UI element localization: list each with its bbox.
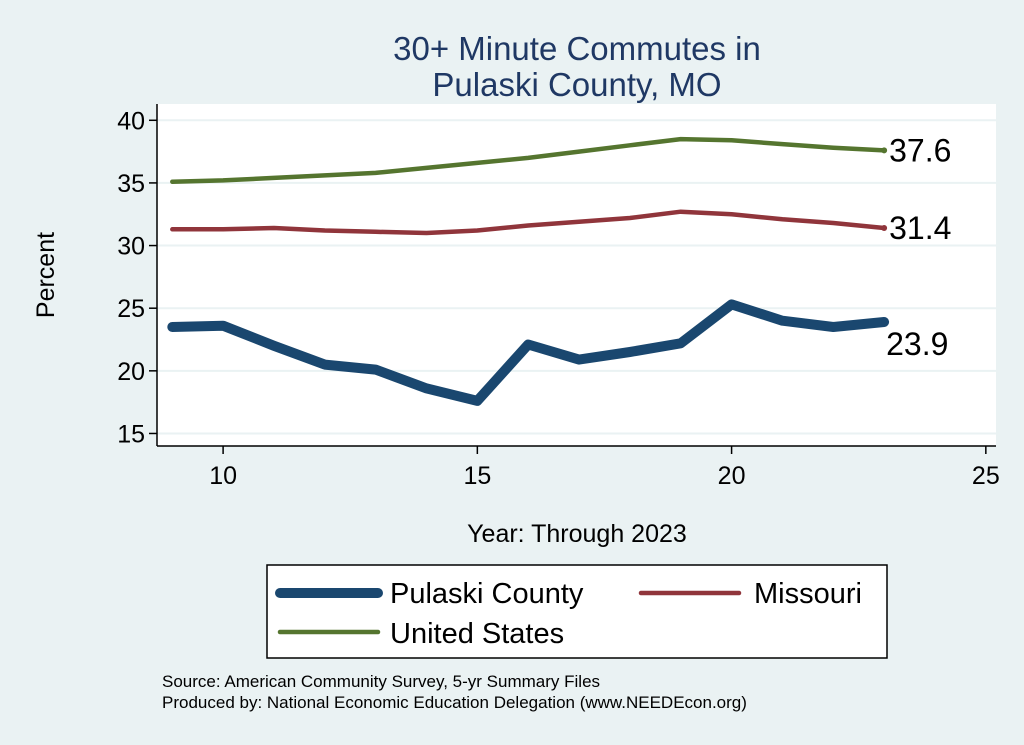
- series-end-point-missouri: [881, 225, 888, 232]
- legend-item-pulaski-county: Pulaski County: [275, 578, 584, 610]
- legend-label-missouri: Missouri: [754, 578, 862, 610]
- source-note: Source: American Community Survey, 5-yr …: [162, 672, 600, 691]
- series-line-pulaski-county: [167, 299, 890, 406]
- end-label-united-states: 37.6: [889, 132, 951, 168]
- x-tick-label-20: 20: [718, 462, 746, 490]
- axes: 15 20 25 30 35 40 10 15 20 25: [117, 104, 1000, 490]
- y-tick-label-15: 15: [117, 420, 145, 448]
- y-tick-label-40: 40: [117, 107, 145, 135]
- x-tick-label-10: 10: [209, 462, 237, 490]
- y-tick-label-30: 30: [117, 233, 145, 261]
- series-line-missouri: [170, 209, 887, 236]
- end-label-pulaski-county: 23.9: [886, 326, 948, 362]
- x-tick-label-15: 15: [463, 462, 491, 490]
- series-lines: [167, 136, 890, 406]
- end-labels: 37.6 31.4 23.9: [886, 132, 951, 362]
- y-tick-label-25: 25: [117, 295, 145, 323]
- legend-item-missouri: Missouri: [638, 578, 862, 610]
- legend-label-united-states: United States: [390, 618, 564, 650]
- x-tick-label-25: 25: [972, 462, 1000, 490]
- legend-item-united-states: United States: [277, 618, 564, 650]
- x-axis-title: Year: Through 2023: [467, 520, 687, 548]
- producer-note: Produced by: National Economic Education…: [162, 693, 747, 712]
- legend-box: [266, 564, 888, 659]
- chart-title-line-1: 30+ Minute Commutes in: [393, 30, 761, 67]
- y-tick-label-20: 20: [117, 358, 145, 386]
- series-end-point-united-states: [881, 147, 888, 154]
- gridlines: [157, 119, 996, 435]
- plot-area: [157, 104, 996, 446]
- legend-label-pulaski-county: Pulaski County: [390, 578, 584, 610]
- chart-title-line-2: Pulaski County, MO: [432, 66, 721, 103]
- series-line-united-states: [170, 136, 887, 184]
- y-axis-title: Percent: [32, 232, 60, 318]
- end-label-missouri: 31.4: [889, 210, 951, 246]
- series-end-point-pulaski-county: [881, 318, 888, 325]
- y-tick-label-35: 35: [117, 170, 145, 198]
